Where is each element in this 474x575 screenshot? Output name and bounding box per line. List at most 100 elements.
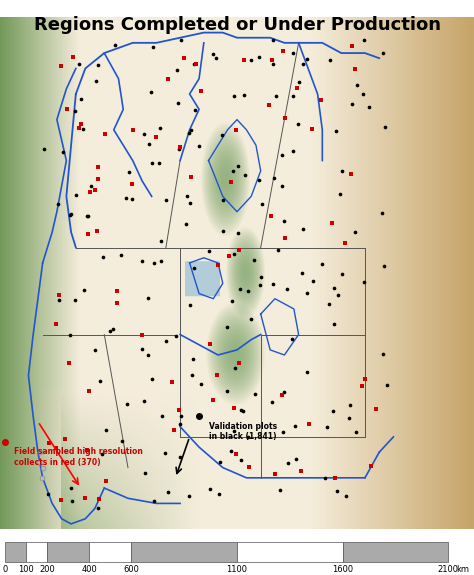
Point xyxy=(82,494,89,503)
Point xyxy=(122,194,130,203)
Text: 400: 400 xyxy=(82,565,97,574)
Point xyxy=(348,100,356,109)
Point xyxy=(318,96,325,105)
Point xyxy=(329,407,337,416)
Point xyxy=(380,261,387,270)
Point xyxy=(378,208,386,217)
Point xyxy=(251,389,258,398)
Point xyxy=(293,83,301,93)
Text: 0: 0 xyxy=(2,565,8,574)
Point xyxy=(257,273,265,282)
Point xyxy=(258,199,266,208)
Text: 1100: 1100 xyxy=(227,565,247,574)
Point xyxy=(345,413,353,423)
Point xyxy=(383,380,391,389)
Point xyxy=(360,36,367,45)
Point xyxy=(300,60,307,69)
Point xyxy=(231,363,239,373)
Point xyxy=(276,486,283,495)
Point xyxy=(162,449,169,458)
Point xyxy=(379,350,387,359)
Point xyxy=(52,443,60,453)
Point xyxy=(75,123,82,132)
Point xyxy=(237,405,245,415)
Text: 600: 600 xyxy=(124,565,139,574)
Point xyxy=(191,105,199,114)
Point xyxy=(232,450,239,459)
Point xyxy=(332,126,339,136)
Point xyxy=(289,91,296,101)
Point xyxy=(240,56,248,65)
Point xyxy=(283,284,291,293)
Point xyxy=(144,294,152,303)
Point xyxy=(128,194,136,204)
Point xyxy=(219,227,227,236)
Point xyxy=(269,280,277,289)
Point xyxy=(210,49,217,59)
Point xyxy=(288,335,295,344)
Point xyxy=(118,251,125,260)
Point xyxy=(358,381,365,390)
Point xyxy=(164,74,172,83)
Point xyxy=(230,426,237,435)
Point xyxy=(333,486,340,496)
Point xyxy=(342,239,349,248)
Point xyxy=(255,52,263,61)
Point xyxy=(45,438,52,447)
Point xyxy=(347,169,355,178)
Point xyxy=(171,426,178,435)
Point xyxy=(93,226,101,235)
Point xyxy=(351,64,359,73)
Point xyxy=(77,120,85,129)
Point xyxy=(84,229,92,239)
Point xyxy=(83,446,91,455)
Point xyxy=(330,283,338,293)
Point xyxy=(281,233,289,243)
Point xyxy=(328,218,336,228)
Point xyxy=(270,60,277,69)
Bar xyxy=(26,542,47,562)
Point xyxy=(242,171,249,180)
Point xyxy=(296,78,303,87)
Point xyxy=(338,166,346,175)
Point xyxy=(148,375,156,384)
Point xyxy=(57,62,64,71)
Point xyxy=(61,435,69,444)
Bar xyxy=(5,542,26,562)
Text: Validation plots
in black (1,841): Validation plots in black (1,841) xyxy=(209,421,277,441)
Point xyxy=(245,462,253,471)
Point xyxy=(174,98,182,108)
Point xyxy=(126,167,133,176)
Point xyxy=(223,387,230,396)
Point xyxy=(96,376,104,385)
Point xyxy=(66,210,74,219)
Point xyxy=(330,320,337,329)
Point xyxy=(336,189,344,198)
Point xyxy=(237,455,245,464)
Point xyxy=(361,375,369,384)
Point xyxy=(69,53,76,62)
Point xyxy=(138,331,146,340)
Point xyxy=(94,174,102,183)
Point xyxy=(247,56,255,65)
Point xyxy=(72,190,80,200)
Point xyxy=(280,388,287,397)
Text: 2100: 2100 xyxy=(438,565,459,574)
Point xyxy=(84,212,92,221)
Point xyxy=(240,90,248,99)
Point xyxy=(231,250,238,259)
Point xyxy=(269,35,276,44)
Point xyxy=(359,89,366,98)
Point xyxy=(52,320,60,329)
Point xyxy=(86,187,93,196)
Point xyxy=(150,496,158,505)
Point xyxy=(177,142,184,151)
Point xyxy=(151,259,158,268)
Point xyxy=(308,124,316,133)
Point xyxy=(278,151,286,160)
Text: Field sampled high resolution
collects in red (370): Field sampled high resolution collects i… xyxy=(14,447,143,466)
Point xyxy=(228,297,236,306)
Point xyxy=(177,420,184,429)
Point xyxy=(158,412,165,421)
Point xyxy=(91,346,99,355)
